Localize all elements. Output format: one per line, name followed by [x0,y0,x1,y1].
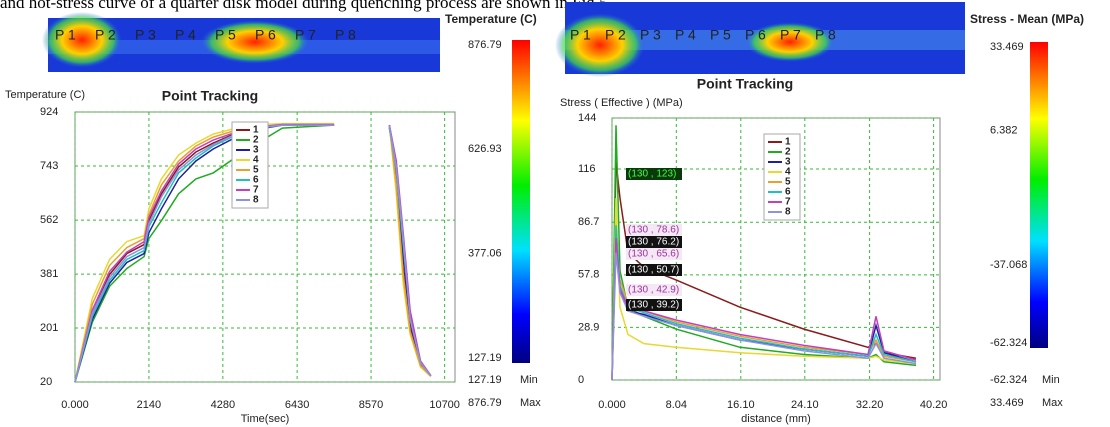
x-tick-label: 0.000 [61,399,89,411]
x-tick-label: 2140 [137,399,161,411]
colorbar-max-label: Max [520,397,541,409]
x-tick-label: 4280 [211,399,235,411]
annotation: (130 , 123) [628,169,676,180]
y-tick-label: 57.8 [578,269,599,281]
x-axis-label: Time(sec) [241,413,289,425]
colorbar-min: 127.19 [468,374,502,386]
y-tick-label: 86.7 [578,216,599,228]
point-label: P 3 [640,27,661,43]
annotation: (130 , 39.2) [628,300,679,311]
colorbar-min-label: Min [520,374,538,386]
x-tick-label: 16.10 [727,399,755,411]
y-tick-label: 743 [40,160,58,172]
caption: and hot-stress curve of a quarter disk m… [0,0,612,12]
legend-label: 8 [785,207,791,218]
annotation: (130 , 50.7) [628,265,679,276]
legend [764,134,800,220]
point-label: P 8 [815,27,836,43]
point-label: P 1 [55,27,76,43]
point-label: P 2 [605,27,626,43]
point-label: P 2 [95,27,116,43]
chart-title: Point Tracking [697,76,793,92]
y-tick-label: 201 [40,322,58,334]
x-tick-label: 8570 [359,399,383,411]
colorbar-max: 876.79 [468,397,502,409]
point-label: P 7 [780,27,801,43]
x-tick-label: 10700 [429,399,460,411]
point-label: P 6 [745,27,766,43]
page: {"caption":"and hot-stress curve of a qu… [0,0,1110,427]
point-label: P 6 [255,27,276,43]
colorbar-max-label: Max [1042,397,1063,409]
point-label: P 4 [675,27,696,43]
y-tick-label: 28.9 [578,321,599,333]
y-tick-label: 20 [40,376,52,388]
annotation: (130 , 65.6) [628,249,679,260]
colorbar-tick-label: 377.06 [468,248,502,260]
colorbar [512,40,530,363]
y-tick-label: 924 [40,106,58,118]
colorbar-tick-label: -37.068 [990,259,1027,271]
y-tick-label: 381 [40,268,58,280]
colorbar-max: 33.469 [990,397,1024,409]
point-label: P 8 [335,27,356,43]
colorbar-min: -62.324 [990,374,1027,386]
annotation: (130 , 76.2) [628,237,679,248]
colorbar-tick-label: 876.79 [468,39,502,51]
x-tick-label: 6430 [285,399,309,411]
annotation: (130 , 42.9) [628,285,679,296]
colorbar-min-label: Min [1042,374,1060,386]
point-label: P 1 [570,27,591,43]
chart-title: Point Tracking [162,88,258,104]
colorbar-tick-label: 6.382 [990,125,1018,137]
legend [232,122,268,208]
point-label: P 3 [135,27,156,43]
point-label: P 7 [295,27,316,43]
y-tick-label: 116 [578,163,596,175]
y-tick-label: 0 [578,374,584,386]
colorbar [1030,42,1048,348]
x-axis-label: distance (mm) [741,413,811,425]
y-axis-label: Stress ( Effective ) (MPa) [560,97,683,109]
colorbar-tick-label: 33.469 [990,41,1024,53]
x-tick-label: 0.000 [598,399,626,411]
x-tick-label: 24.10 [791,399,819,411]
x-tick-label: 40.20 [920,399,948,411]
annotation: (130 , 78.6) [628,225,679,236]
point-label: P 5 [215,27,236,43]
x-tick-label: 32.20 [856,399,884,411]
colorbar-tick-label: -62.324 [990,337,1027,349]
point-label: P 5 [710,27,731,43]
y-tick-label: 144 [578,112,596,124]
y-axis-label: Temperature (C) [5,89,85,101]
colorbar-tick-label: 626.93 [468,143,502,155]
legend-label: 8 [253,195,259,206]
colorbar-tick-label: 127.19 [468,352,502,364]
figure: and hot-stress curve of a quarter disk m… [0,0,1110,427]
point-label: P 4 [175,27,196,43]
y-tick-label: 562 [40,214,58,226]
colorbar-title: Temperature (C) [445,12,537,26]
colorbar-title: Stress - Mean (MPa) [970,12,1084,26]
x-tick-label: 8.04 [666,399,687,411]
